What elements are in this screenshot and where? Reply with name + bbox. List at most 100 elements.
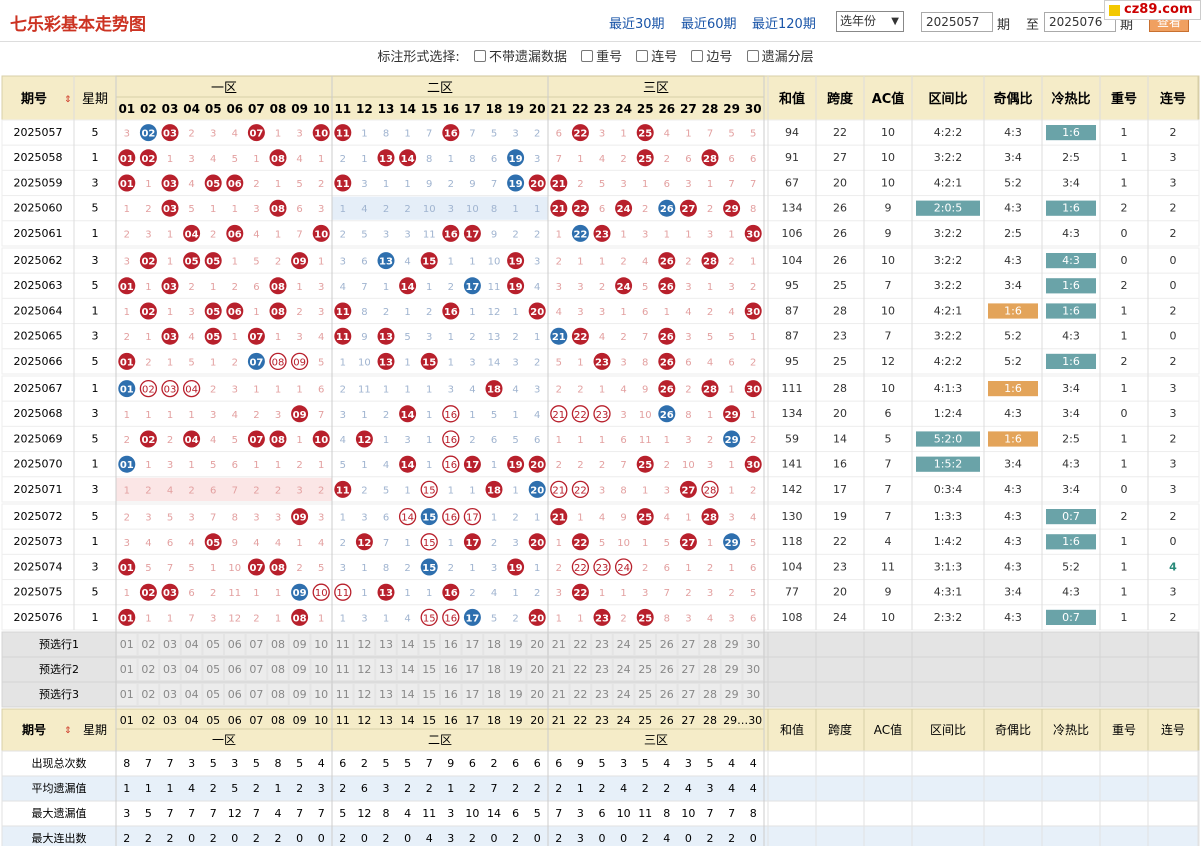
checkbox-icon[interactable]: [473, 50, 486, 62]
preselect-cell[interactable]: [462, 634, 483, 655]
preselect-cell[interactable]: [635, 634, 655, 655]
preselect-cell[interactable]: [484, 634, 504, 655]
preselect-number[interactable]: 07: [249, 638, 263, 651]
preselect-number[interactable]: 06: [228, 663, 242, 676]
preselect-number[interactable]: 05: [206, 638, 220, 651]
preselect-cell[interactable]: [397, 659, 418, 680]
preselect-cell[interactable]: [527, 684, 547, 705]
preselect-number[interactable]: 17: [465, 638, 479, 651]
preselect-number[interactable]: 07: [249, 663, 263, 676]
preselect-cell[interactable]: [117, 659, 137, 680]
preselect-number[interactable]: 26: [660, 638, 674, 651]
preselect-number[interactable]: 29: [725, 663, 739, 676]
preselect-number[interactable]: 28: [703, 663, 717, 676]
preselect-cell[interactable]: [613, 659, 634, 680]
preselect-number[interactable]: 03: [163, 663, 177, 676]
preselect-number[interactable]: 16: [444, 688, 458, 701]
preselect-cell[interactable]: [657, 659, 677, 680]
preselect-cell[interactable]: [527, 634, 547, 655]
preselect-cell[interactable]: [419, 684, 439, 705]
option-omission-layer[interactable]: 遗漏分层: [746, 50, 814, 65]
option-repeat[interactable]: 重号: [581, 50, 622, 65]
preselect-number[interactable]: 11: [336, 638, 350, 651]
preselect-number[interactable]: 24: [617, 663, 631, 676]
preselect-number[interactable]: 16: [444, 663, 458, 676]
preselect-cell[interactable]: [419, 634, 439, 655]
preselect-cell[interactable]: [376, 659, 396, 680]
recent-120-link[interactable]: 最近120期: [752, 17, 816, 32]
preselect-number[interactable]: 18: [487, 688, 501, 701]
preselect-cell[interactable]: [505, 659, 526, 680]
preselect-number[interactable]: 27: [681, 688, 695, 701]
preselect-cell[interactable]: [203, 659, 223, 680]
preselect-number[interactable]: 06: [228, 688, 242, 701]
preselect-number[interactable]: 19: [509, 638, 523, 651]
preselect-cell[interactable]: [268, 684, 288, 705]
preselect-cell[interactable]: [700, 634, 720, 655]
checkbox-icon[interactable]: [636, 50, 649, 62]
preselect-number[interactable]: 10: [314, 688, 328, 701]
preselect-cell[interactable]: [505, 634, 526, 655]
preselect-number[interactable]: 17: [465, 663, 479, 676]
sort-icon[interactable]: ⇕: [64, 95, 72, 105]
preselect-cell[interactable]: [700, 659, 720, 680]
preselect-number[interactable]: 21: [552, 638, 566, 651]
preselect-number[interactable]: 05: [206, 663, 220, 676]
preselect-number[interactable]: 24: [617, 688, 631, 701]
preselect-number[interactable]: 12: [357, 663, 371, 676]
preselect-cell[interactable]: [484, 659, 504, 680]
preselect-number[interactable]: 15: [422, 638, 436, 651]
preselect-cell[interactable]: [160, 684, 180, 705]
preselect-number[interactable]: 13: [379, 688, 393, 701]
preselect-cell[interactable]: [246, 634, 267, 655]
preselect-cell[interactable]: [549, 659, 569, 680]
preselect-number[interactable]: 23: [595, 688, 609, 701]
preselect-number[interactable]: 03: [163, 638, 177, 651]
preselect-cell[interactable]: [289, 684, 310, 705]
preselect-cell[interactable]: [657, 684, 677, 705]
checkbox-icon[interactable]: [691, 50, 704, 62]
preselect-number[interactable]: 04: [185, 638, 199, 651]
preselect-cell[interactable]: [549, 634, 569, 655]
preselect-number[interactable]: 18: [487, 663, 501, 676]
preselect-number[interactable]: 09: [293, 688, 307, 701]
preselect-number[interactable]: 20: [530, 663, 544, 676]
preselect-cell[interactable]: [160, 659, 180, 680]
preselect-cell[interactable]: [678, 659, 699, 680]
preselect-cell[interactable]: [289, 634, 310, 655]
preselect-number[interactable]: 02: [141, 688, 155, 701]
preselect-number[interactable]: 23: [595, 638, 609, 651]
preselect-cell[interactable]: [657, 634, 677, 655]
preselect-cell[interactable]: [138, 659, 159, 680]
preselect-cell[interactable]: [181, 684, 202, 705]
preselect-cell[interactable]: [721, 659, 742, 680]
preselect-number[interactable]: 03: [163, 688, 177, 701]
preselect-number[interactable]: 08: [271, 688, 285, 701]
preselect-number[interactable]: 14: [401, 663, 415, 676]
preselect-number[interactable]: 29: [725, 638, 739, 651]
preselect-number[interactable]: 22: [573, 663, 587, 676]
preselect-cell[interactable]: [203, 634, 223, 655]
preselect-number[interactable]: 07: [249, 688, 263, 701]
preselect-cell[interactable]: [678, 634, 699, 655]
preselect-number[interactable]: 25: [638, 688, 652, 701]
preselect-cell[interactable]: [246, 659, 267, 680]
preselect-number[interactable]: 06: [228, 638, 242, 651]
preselect-cell[interactable]: [311, 684, 331, 705]
option-consecutive[interactable]: 连号: [636, 50, 677, 65]
preselect-number[interactable]: 27: [681, 663, 695, 676]
preselect-cell[interactable]: [441, 684, 461, 705]
preselect-cell[interactable]: [311, 634, 331, 655]
preselect-number[interactable]: 26: [660, 688, 674, 701]
preselect-number[interactable]: 30: [746, 638, 760, 651]
preselect-cell[interactable]: [613, 634, 634, 655]
preselect-number[interactable]: 09: [293, 663, 307, 676]
preselect-number[interactable]: 17: [465, 688, 479, 701]
preselect-number[interactable]: 14: [401, 638, 415, 651]
preselect-number[interactable]: 02: [141, 663, 155, 676]
preselect-cell[interactable]: [181, 659, 202, 680]
preselect-cell[interactable]: [592, 684, 612, 705]
from-issue-input[interactable]: 2025057: [921, 12, 993, 32]
preselect-number[interactable]: 30: [746, 663, 760, 676]
preselect-cell[interactable]: [549, 684, 569, 705]
